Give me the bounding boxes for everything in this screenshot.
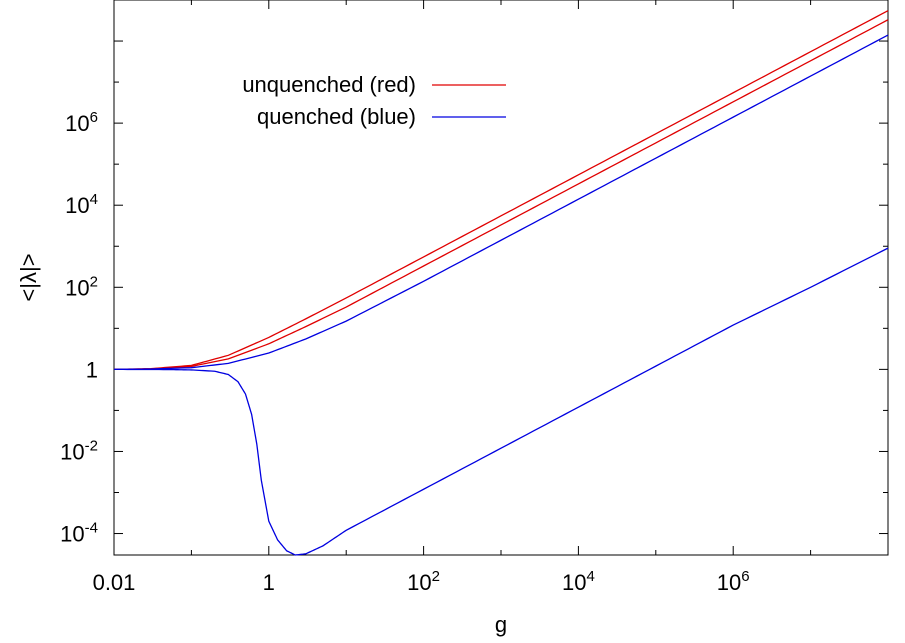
y-tick-label: 10-2 xyxy=(60,437,98,464)
y-axis-label: <|λ|> xyxy=(16,253,41,301)
plot-border xyxy=(113,0,889,556)
data-series xyxy=(113,10,889,556)
y-tick-label-base: 10 xyxy=(60,522,84,547)
x-tick-label-base: 10 xyxy=(407,570,431,595)
x-tick-label: 0.01 xyxy=(93,570,136,595)
y-tick-label-exp: -4 xyxy=(85,520,98,537)
legend: unquenched (red) quenched (blue) xyxy=(242,72,506,129)
plot-frame xyxy=(113,0,889,556)
series-line-3 xyxy=(113,34,889,371)
y-tick-label: 1 xyxy=(86,357,98,382)
x-tick-label-exp: 6 xyxy=(741,568,749,585)
series-line-1 xyxy=(113,10,889,371)
x-tick-label: 106 xyxy=(717,568,750,595)
y-tick-label-exp: -2 xyxy=(85,437,98,454)
x-tick-label: 1 xyxy=(263,570,275,595)
x-tick-label: 104 xyxy=(562,568,595,595)
y-tick-label-base: 10 xyxy=(60,439,84,464)
x-tick-label-exp: 2 xyxy=(432,568,440,585)
x-tick-label-base: 0.01 xyxy=(93,570,136,595)
legend-label: quenched (blue) xyxy=(257,104,416,129)
series-line-2 xyxy=(113,19,889,371)
legend-label: unquenched (red) xyxy=(242,72,416,97)
x-tick-label: 102 xyxy=(407,568,440,595)
y-tick-label: 10-4 xyxy=(60,520,98,547)
x-tick-label-base: 1 xyxy=(263,570,275,595)
axis-ticks xyxy=(113,0,889,555)
x-tick-label-base: 10 xyxy=(717,570,741,595)
y-tick-label: 102 xyxy=(65,273,98,300)
y-tick-label-exp: 6 xyxy=(90,109,98,126)
y-tick-label-base: 10 xyxy=(65,275,89,300)
x-tick-label-exp: 4 xyxy=(586,568,594,585)
series-line-4 xyxy=(113,247,889,556)
y-tick-label: 106 xyxy=(65,109,98,136)
y-tick-label-exp: 4 xyxy=(90,191,98,208)
y-tick-label-base: 1 xyxy=(86,357,98,382)
y-tick-label-base: 10 xyxy=(65,193,89,218)
y-tick-label: 104 xyxy=(65,191,98,218)
y-tick-label-exp: 2 xyxy=(90,273,98,290)
y-tick-label-base: 10 xyxy=(65,111,89,136)
x-tick-label-base: 10 xyxy=(562,570,586,595)
x-axis-label: g xyxy=(495,612,507,637)
